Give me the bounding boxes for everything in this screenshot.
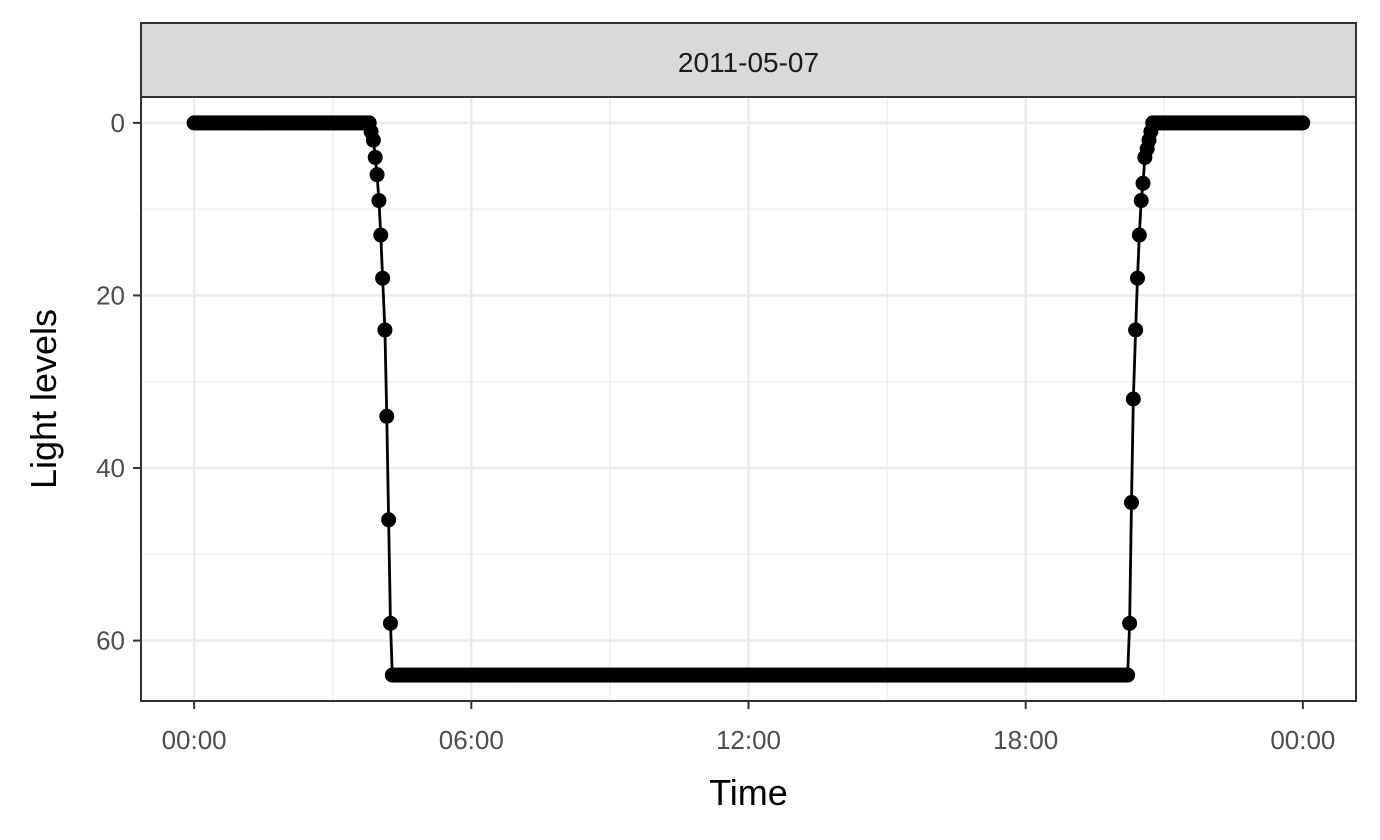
y-tick-label: 40 [96, 453, 125, 483]
x-tick-label: 06:00 [439, 725, 504, 755]
series-points-group [186, 115, 1311, 683]
x-tick-label: 00:00 [1270, 725, 1335, 755]
data-point [379, 408, 395, 424]
data-point [1123, 495, 1139, 511]
data-point [369, 167, 385, 183]
data-point [1133, 193, 1149, 209]
data-point [381, 512, 397, 528]
data-point [367, 149, 383, 165]
y-tick-label: 20 [96, 280, 125, 310]
facet-strip-background [140, 22, 1357, 98]
plot-panel [140, 96, 1357, 702]
data-point [1122, 615, 1138, 631]
data-point [1295, 115, 1311, 131]
data-point [1128, 322, 1144, 338]
y-axis: 0 20 40 60 [96, 108, 141, 656]
data-point [1120, 667, 1136, 683]
data-point [1131, 227, 1147, 243]
facet-strip: 2011-05-07 [140, 22, 1357, 98]
data-point [1135, 175, 1151, 191]
data-point [373, 227, 389, 243]
x-tick-label: 18:00 [993, 725, 1058, 755]
x-axis-title: Time [709, 772, 788, 813]
x-axis: 00:00 06:00 12:00 18:00 00:00 [162, 701, 1335, 755]
data-point [371, 193, 387, 209]
data-point [382, 615, 398, 631]
data-point [375, 270, 391, 286]
data-point [1129, 270, 1145, 286]
y-tick-label: 0 [111, 108, 125, 138]
x-tick-label: 00:00 [162, 725, 227, 755]
data-point [365, 132, 381, 148]
data-point [1125, 391, 1141, 407]
data-point [377, 322, 393, 338]
y-axis-title: Light levels [23, 309, 64, 489]
facet-strip-label: 2011-05-07 [678, 47, 819, 78]
y-tick-label: 60 [96, 626, 125, 656]
x-tick-label: 12:00 [716, 725, 781, 755]
